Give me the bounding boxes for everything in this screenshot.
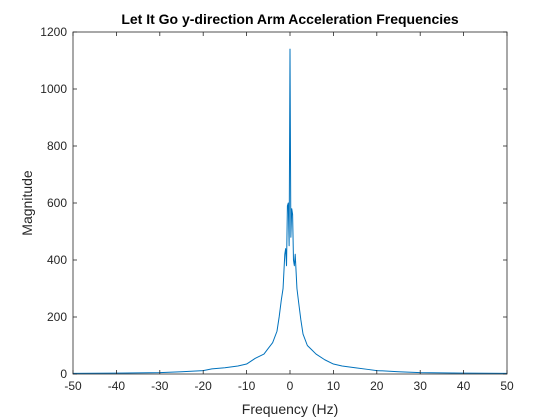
x-tick-label: 10: [327, 379, 341, 393]
y-tick-label: 0: [60, 367, 67, 381]
axes-layer: -50 -40 -30 -20 -10 0 10 20 30 40 50 0 200 400 600 800 1…: [40, 25, 514, 393]
y-tick-label: 200: [47, 310, 67, 324]
y-tick-label: 600: [47, 196, 67, 210]
y-tick-label: 800: [47, 139, 67, 153]
y-tick-label: 400: [47, 253, 67, 267]
x-tick-label: 40: [457, 379, 471, 393]
x-tick-label: -40: [108, 379, 126, 393]
chart-title: Let It Go y-direction Arm Acceleration F…: [121, 11, 459, 27]
x-tick-label: -50: [64, 379, 82, 393]
x-tick-label: 50: [500, 379, 514, 393]
x-tick-label: 20: [370, 379, 384, 393]
x-tick-label: -30: [151, 379, 169, 393]
x-axis-label: Frequency (Hz): [242, 401, 338, 417]
y-axis-label: Magnitude: [19, 170, 35, 236]
x-tick-label: 0: [287, 379, 294, 393]
x-tick-label: -10: [238, 379, 256, 393]
series-layer: [72, 48, 508, 374]
y-tick-label: 1000: [40, 82, 67, 96]
x-tick-label: -20: [195, 379, 213, 393]
x-tick-label: 30: [414, 379, 428, 393]
y-tick-label: 1200: [40, 25, 67, 39]
series-line: [72, 48, 508, 374]
